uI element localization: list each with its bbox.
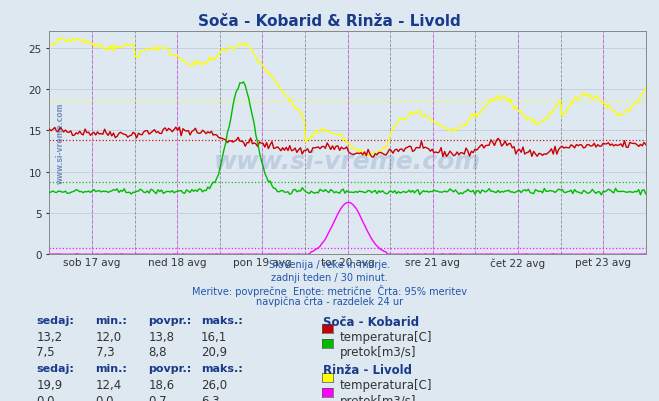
Text: 0,0: 0,0	[96, 394, 114, 401]
Text: 0,0: 0,0	[36, 394, 55, 401]
Text: 8,8: 8,8	[148, 345, 167, 358]
Text: temperatura[C]: temperatura[C]	[339, 379, 432, 391]
Text: maks.:: maks.:	[201, 315, 243, 325]
Text: 20,9: 20,9	[201, 345, 227, 358]
Text: sedaj:: sedaj:	[36, 315, 74, 325]
Text: Rinža - Livold: Rinža - Livold	[323, 363, 412, 376]
Text: 7,3: 7,3	[96, 345, 114, 358]
Text: maks.:: maks.:	[201, 363, 243, 373]
Text: pretok[m3/s]: pretok[m3/s]	[339, 394, 416, 401]
Text: min.:: min.:	[96, 315, 127, 325]
Text: 12,4: 12,4	[96, 379, 122, 391]
Text: navpična črta - razdelek 24 ur: navpična črta - razdelek 24 ur	[256, 296, 403, 306]
Text: 18,6: 18,6	[148, 379, 175, 391]
Text: povpr.:: povpr.:	[148, 315, 192, 325]
Text: 19,9: 19,9	[36, 379, 63, 391]
Text: Soča - Kobarid: Soča - Kobarid	[323, 315, 419, 328]
Text: 13,8: 13,8	[148, 330, 174, 343]
Text: Slovenija / reke in morje.: Slovenija / reke in morje.	[269, 260, 390, 270]
Text: 6,3: 6,3	[201, 394, 219, 401]
Text: sedaj:: sedaj:	[36, 363, 74, 373]
Text: Meritve: povprečne  Enote: metrične  Črta: 95% meritev: Meritve: povprečne Enote: metrične Črta:…	[192, 284, 467, 296]
Text: min.:: min.:	[96, 363, 127, 373]
Text: www.si-vreme.com: www.si-vreme.com	[214, 149, 481, 173]
Text: Soča - Kobarid & Rinža - Livold: Soča - Kobarid & Rinža - Livold	[198, 14, 461, 29]
Text: 12,0: 12,0	[96, 330, 122, 343]
Text: pretok[m3/s]: pretok[m3/s]	[339, 345, 416, 358]
Text: temperatura[C]: temperatura[C]	[339, 330, 432, 343]
Text: zadnji teden / 30 minut.: zadnji teden / 30 minut.	[271, 272, 388, 282]
Text: povpr.:: povpr.:	[148, 363, 192, 373]
Text: 13,2: 13,2	[36, 330, 63, 343]
Text: 26,0: 26,0	[201, 379, 227, 391]
Text: 16,1: 16,1	[201, 330, 227, 343]
Text: www.si-vreme.com: www.si-vreme.com	[55, 103, 65, 184]
Text: 7,5: 7,5	[36, 345, 55, 358]
Text: 0,7: 0,7	[148, 394, 167, 401]
